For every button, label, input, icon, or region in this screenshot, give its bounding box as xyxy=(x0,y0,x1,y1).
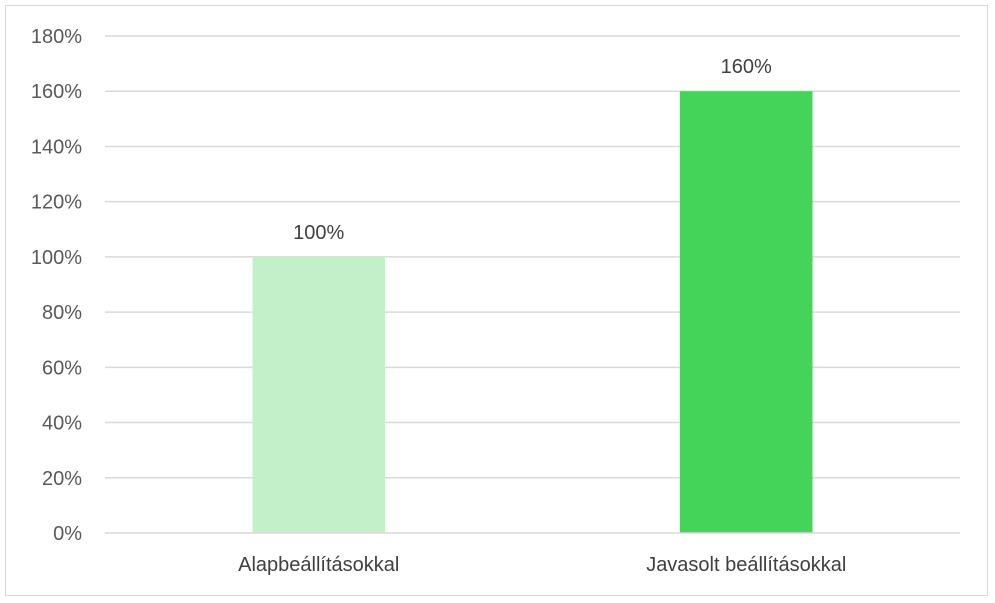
y-tick-label: 60% xyxy=(42,357,82,379)
data-labels: 100% 160% xyxy=(293,56,772,244)
x-axis-categories: Alapbeállításokkal Javasolt beállításokka… xyxy=(238,554,846,576)
x-category-label: Alapbeállításokkal xyxy=(238,554,399,576)
gridlines xyxy=(105,35,960,479)
y-tick-label: 100% xyxy=(31,247,82,269)
y-tick-label: 140% xyxy=(31,136,82,158)
chart-frame xyxy=(5,5,988,596)
bar-data-label: 160% xyxy=(721,56,772,78)
y-tick-label: 40% xyxy=(42,413,82,435)
bars xyxy=(252,91,813,533)
y-tick-label: 80% xyxy=(42,302,82,324)
y-tick-label: 0% xyxy=(53,523,82,545)
y-tick-label: 120% xyxy=(31,192,82,214)
x-category-label: Javasolt beállításokkal xyxy=(646,554,846,576)
y-axis-ticks: 0% 20% 40% 60% 80% 100% 120% 140% 160% 180% xyxy=(31,26,82,545)
y-tick-label: 20% xyxy=(42,468,82,490)
bar-data-label: 100% xyxy=(293,222,344,244)
y-tick-label: 160% xyxy=(31,81,82,103)
bar xyxy=(679,91,813,533)
y-tick-label: 180% xyxy=(31,26,82,48)
bar xyxy=(252,256,386,533)
